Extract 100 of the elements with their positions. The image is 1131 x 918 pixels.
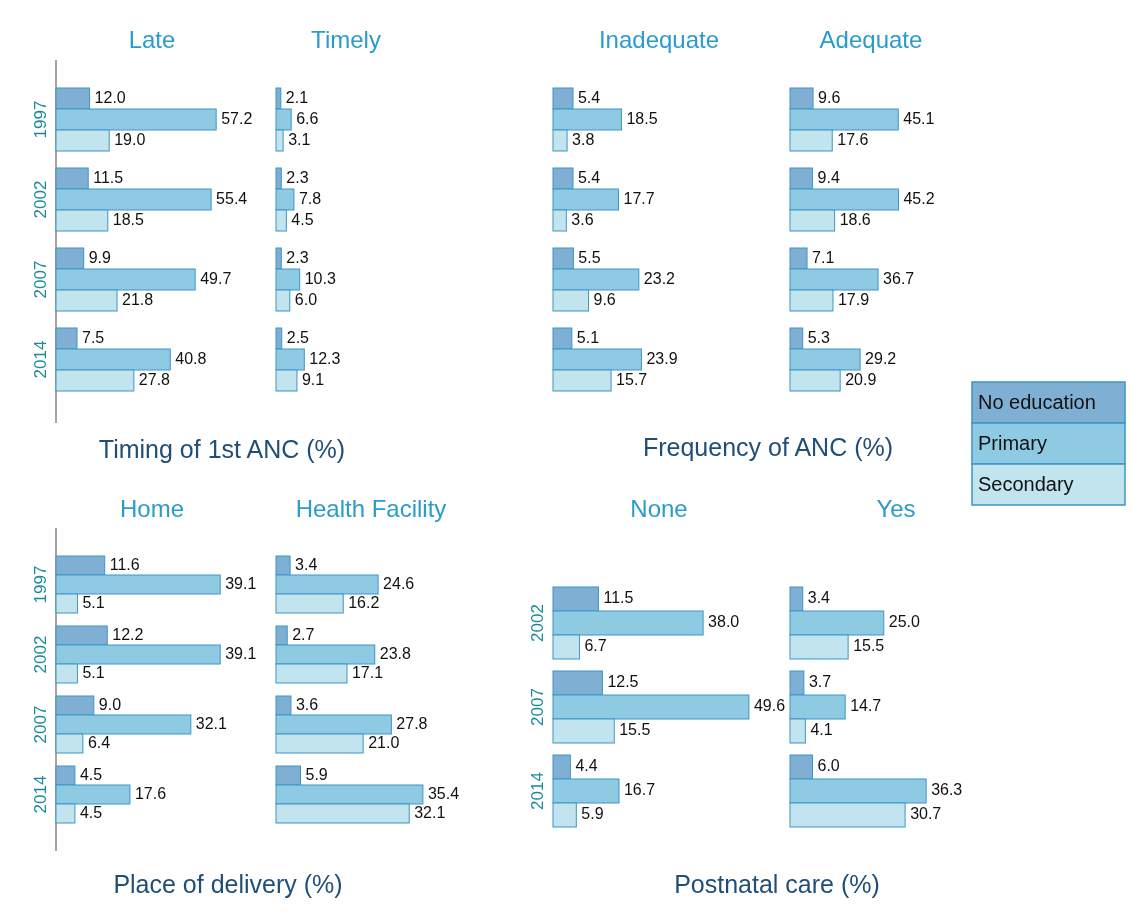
data-label: 6.6 — [296, 109, 319, 127]
y-tick-label: 1997 — [31, 100, 51, 139]
data-label: 6.0 — [294, 290, 318, 308]
data-label: 49.7 — [200, 269, 232, 287]
data-label: 23.8 — [379, 644, 412, 662]
data-label: 6.4 — [87, 733, 111, 751]
data-label: 39.1 — [225, 574, 257, 592]
data-label: 3.4 — [807, 589, 831, 607]
data-label: 11.5 — [93, 168, 124, 186]
data-label: 15.7 — [616, 370, 648, 388]
data-label: 5.1 — [82, 593, 105, 611]
data-label: 9.0 — [98, 695, 122, 713]
text: Primary — [978, 432, 1047, 455]
data-label: 6.7 — [584, 637, 607, 655]
data-label: 17.6 — [837, 130, 869, 148]
data-label: 19.0 — [114, 130, 146, 148]
y-tick-label: 2007 — [528, 688, 548, 726]
data-label: 39.1 — [225, 644, 257, 662]
data-label: 5.9 — [581, 805, 604, 823]
x-axis-title: Postnatal care (%) — [674, 870, 880, 898]
data-label: 5.4 — [577, 168, 601, 186]
data-label: 2.1 — [285, 88, 309, 106]
data-label: 9.1 — [301, 370, 325, 388]
data-label: 18.6 — [839, 210, 871, 228]
data-label: 12.5 — [607, 673, 639, 691]
data-label: 7.5 — [82, 328, 105, 346]
data-label: 3.6 — [295, 695, 319, 713]
data-label: 5.9 — [305, 765, 328, 783]
data-label: 45.1 — [903, 109, 935, 127]
data-label: 40.8 — [175, 349, 207, 367]
chart-title: Home — [119, 495, 185, 522]
data-label: 20.9 — [845, 370, 877, 388]
data-label: 4.4 — [575, 757, 598, 775]
data-label: 32.1 — [414, 803, 446, 821]
data-label: 55.4 — [216, 189, 248, 207]
data-label: 9.6 — [593, 290, 616, 308]
x-axis-title: Timing of 1st ANC (%) — [98, 435, 346, 463]
y-tick-label: 2014 — [31, 340, 51, 379]
data-label: 45.2 — [903, 189, 935, 207]
y-tick-label: 2007 — [31, 260, 51, 299]
data-label: 12.0 — [94, 88, 126, 106]
data-label: 4.5 — [79, 765, 103, 783]
data-label: 15.5 — [619, 721, 651, 739]
data-label: 49.6 — [753, 697, 786, 715]
y-tick-label: 2002 — [31, 180, 51, 219]
data-label: 36.7 — [883, 269, 915, 287]
data-label: 18.5 — [112, 210, 145, 228]
data-label: 17.1 — [351, 663, 384, 681]
data-label: 24.6 — [383, 574, 415, 592]
data-label: 4.5 — [291, 210, 314, 228]
y-tick-label: 2002 — [528, 604, 548, 642]
data-label: 9.6 — [818, 88, 841, 106]
data-label: 3.1 — [288, 130, 311, 148]
data-label: 3.4 — [295, 555, 318, 573]
data-label: 14.7 — [850, 697, 882, 715]
data-label: 27.8 — [138, 370, 171, 388]
data-label: 9.9 — [88, 248, 112, 266]
data-label: 16.7 — [623, 781, 656, 799]
data-label: 4.1 — [810, 721, 833, 739]
y-tick-label: 2014 — [528, 772, 548, 810]
x-axis-title: Frequency of ANC (%) — [642, 433, 894, 461]
data-label: 18.5 — [626, 109, 658, 127]
data-label: 27.8 — [396, 714, 428, 732]
data-label: 5.5 — [578, 248, 601, 266]
data-label: 36.3 — [931, 781, 963, 799]
data-label: 3.7 — [808, 673, 832, 691]
data-label: 32.1 — [195, 714, 228, 732]
data-label: 23.2 — [643, 269, 676, 287]
data-label: 6.0 — [817, 757, 840, 775]
y-tick-label: 2014 — [31, 775, 51, 814]
text: Secondary — [978, 473, 1074, 496]
data-label: 15.5 — [853, 637, 885, 655]
data-label: 2.3 — [286, 248, 309, 266]
data-label: 5.1 — [82, 663, 105, 681]
data-label: 2.7 — [292, 625, 315, 643]
chart-title: None — [630, 495, 688, 522]
data-label: 3.8 — [572, 130, 595, 148]
data-label: 5.3 — [807, 328, 831, 346]
data-label: 57.2 — [221, 109, 253, 127]
y-tick-label: 1997 — [31, 565, 51, 604]
chart-title: Health Facility — [295, 495, 447, 522]
data-label: 5.1 — [576, 328, 600, 346]
y-tick-label: 2007 — [31, 705, 51, 744]
data-label: 5.4 — [577, 88, 601, 106]
data-label: 17.9 — [837, 290, 870, 308]
data-label: 11.6 — [109, 555, 140, 573]
data-label: 16.2 — [348, 593, 380, 611]
data-label: 2.3 — [286, 168, 309, 186]
data-label: 30.7 — [910, 805, 942, 823]
data-label: 3.6 — [571, 210, 594, 228]
chart-title: Late — [128, 26, 176, 53]
data-label: 12.2 — [112, 625, 144, 643]
data-label: 4.5 — [79, 803, 103, 821]
data-label: 29.2 — [865, 349, 897, 367]
data-label: 23.9 — [646, 349, 678, 367]
data-label: 25.0 — [888, 613, 920, 631]
data-label: 35.4 — [427, 784, 460, 802]
data-label: 11.5 — [603, 589, 634, 607]
chart-title: Yes — [876, 495, 916, 522]
data-label: 21.0 — [368, 733, 400, 751]
